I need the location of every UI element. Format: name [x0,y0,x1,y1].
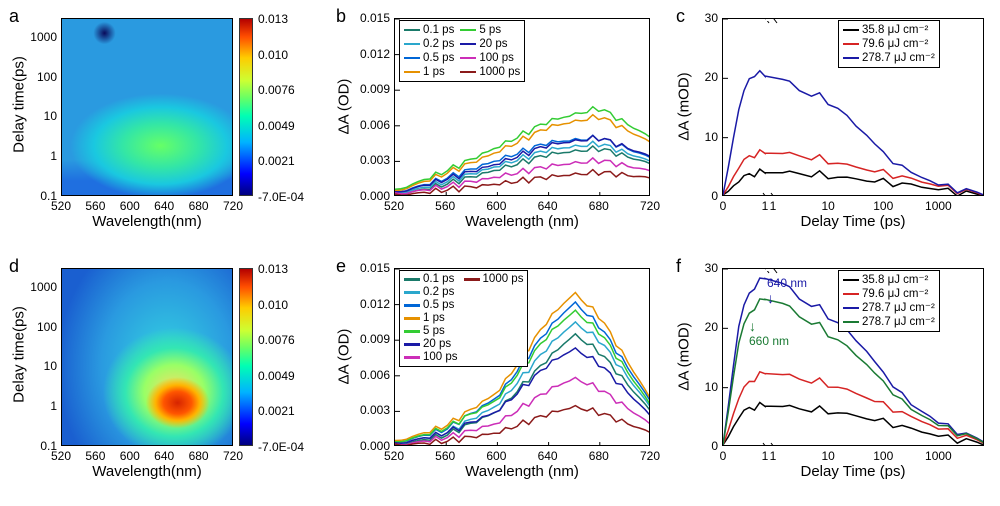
panel-d-xlabel: Wavelength(nm) [61,463,233,480]
panel-a: a Wavelength(nm) Delay time(ps) -7.0E-04… [5,6,315,246]
panel-f-label: f [676,256,681,277]
panel-c-legend: 35.8 μJ cm⁻²79.6 μJ cm⁻²278.7 μJ cm⁻² [838,20,940,68]
panel-a-colorbar: -7.0E-040.00210.00490.00760.0100.013 [239,18,253,196]
panel-b: b 0.1 ps0.2 ps0.5 ps1 ps5 ps20 ps100 ps1… [332,6,662,246]
panel-e-xlabel: Wavelength (nm) [394,463,650,480]
panel-a-xlabel: Wavelength(nm) [61,213,233,230]
panel-f-ylabel: ΔA (mOD) [676,297,693,417]
panel-f-legend: 35.8 μJ cm⁻²79.6 μJ cm⁻²278.7 μJ cm⁻²278… [838,270,940,332]
panel-c-label: c [676,6,685,27]
panel-d-plot [61,268,233,446]
panel-a-plot [61,18,233,196]
panel-c-xlabel: Delay Time (ps) [722,213,984,230]
panel-b-label: b [336,6,346,27]
panel-b-ylabel: ΔA (OD) [336,47,353,167]
panel-f: f 35.8 μJ cm⁻²79.6 μJ cm⁻²278.7 μJ cm⁻²2… [672,256,994,496]
annot-660: ↓660 nm [749,318,789,348]
panel-e: e 0.1 ps0.2 ps0.5 ps1 ps5 ps20 ps100 ps1… [332,256,662,496]
panel-d-colorbar: -7.0E-040.00210.00490.00760.0100.013 [239,268,253,446]
panel-f-xlabel: Delay Time (ps) [722,463,984,480]
panel-e-legend: 0.1 ps0.2 ps0.5 ps1 ps5 ps20 ps100 ps100… [399,270,528,367]
panel-e-label: e [336,256,346,277]
panel-c-ylabel: ΔA (mOD) [676,47,693,167]
panel-d-label: d [9,256,19,277]
panel-b-xlabel: Wavelength (nm) [394,213,650,230]
annot-640: 640 nm↓ [767,276,807,306]
panel-d: d Wavelength(nm) Delay time(ps) -7.0E-04… [5,256,315,496]
panel-c: c 35.8 μJ cm⁻²79.6 μJ cm⁻²278.7 μJ cm⁻² … [672,6,994,246]
panel-b-legend: 0.1 ps0.2 ps0.5 ps1 ps5 ps20 ps100 ps100… [399,20,525,82]
panel-e-ylabel: ΔA (OD) [336,297,353,417]
panel-a-label: a [9,6,19,27]
